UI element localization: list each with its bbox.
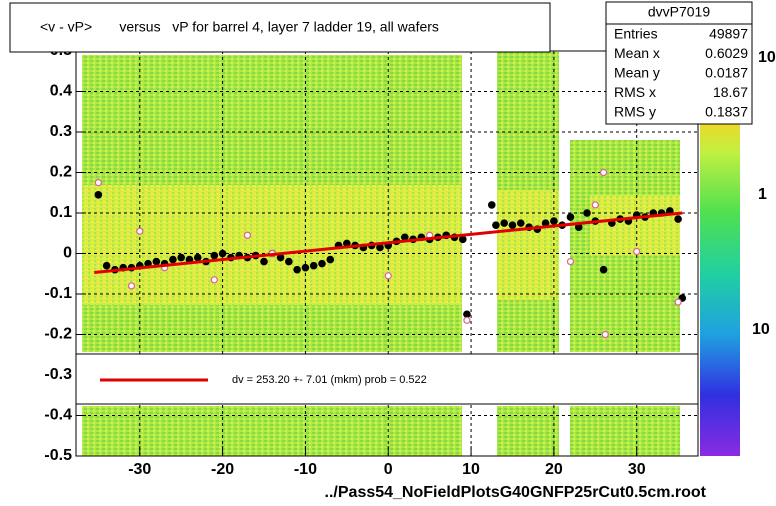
x-tick-label: 10 <box>462 461 480 478</box>
x-tick-label: -10 <box>294 461 317 478</box>
markers <box>94 168 687 339</box>
profile-point <box>566 213 575 221</box>
profile-point <box>260 257 268 266</box>
open-point <box>210 276 218 284</box>
profile-point <box>218 249 227 258</box>
profile-point <box>599 265 608 274</box>
open-point <box>127 282 136 290</box>
profile-point <box>401 233 409 242</box>
y-tick-label: -0.4 <box>44 407 72 424</box>
density-background <box>82 52 680 456</box>
stats-value: 0.0187 <box>705 65 748 81</box>
profile-point <box>508 221 517 229</box>
y-tick-label: 0.1 <box>50 204 72 221</box>
profile-point <box>193 253 202 262</box>
open-point <box>384 272 392 280</box>
profile-point <box>210 251 219 260</box>
stats-label: Mean x <box>614 45 660 61</box>
open-point <box>599 168 608 177</box>
profile-point <box>309 261 318 270</box>
open-point <box>463 316 471 324</box>
y-tick-label: 0.4 <box>50 83 72 100</box>
profile-point <box>583 209 591 217</box>
profile-point <box>458 235 467 244</box>
fit-line <box>94 211 683 275</box>
stats-value: 0.6029 <box>705 45 748 61</box>
profile-point <box>177 253 185 262</box>
profile-point <box>102 261 111 270</box>
y-tick-label: 0.2 <box>50 164 72 181</box>
y-tick-label: -0.1 <box>44 285 72 302</box>
title-box <box>9 2 551 53</box>
legend-text: dv = 253.20 +- 7.01 (mkm) prob = 0.522 <box>232 374 427 386</box>
x-tick-label: 30 <box>628 461 646 478</box>
open-point <box>243 231 252 239</box>
stats-label: RMS x <box>614 84 656 100</box>
profile-point <box>94 190 103 199</box>
profile-point <box>487 201 496 209</box>
axes: -0.5-0.4-0.3-0.2-0.100.10.20.30.40.5-30-… <box>44 42 645 478</box>
open-point <box>136 227 144 235</box>
profile-point <box>500 219 508 227</box>
stats-value: 18.67 <box>713 84 748 100</box>
profile-point <box>152 257 161 266</box>
open-point <box>601 330 609 339</box>
profile-point <box>285 257 293 266</box>
y-tick-label: -0.3 <box>44 366 72 383</box>
open-point <box>633 247 641 256</box>
open-point <box>94 179 102 187</box>
profile-point <box>376 243 384 252</box>
x-tick-label: 20 <box>545 461 563 478</box>
x-tick-label: 0 <box>384 461 393 478</box>
profile-point <box>169 255 177 264</box>
z-label: 1 <box>758 186 767 203</box>
profile-point <box>318 259 326 268</box>
stats-label: RMS y <box>614 104 656 120</box>
profile-point <box>574 223 583 231</box>
profile-point <box>276 253 285 262</box>
profile-point <box>541 219 550 227</box>
stats-label: Entries <box>614 26 658 42</box>
x-tick-label: -30 <box>128 461 151 478</box>
profile-point <box>516 219 525 227</box>
profile-point <box>674 215 682 223</box>
open-point <box>566 258 575 266</box>
stats-box: dvvP7019 Entries 49897 Mean x 0.6029 Mean y 0… <box>605 1 753 125</box>
y-tick-label: 0 <box>63 245 72 262</box>
profile-point <box>301 263 310 272</box>
profile-point <box>326 255 335 264</box>
footer: ../Pass54_NoFieldPlotsG40GNFP25rCut0.5cm… <box>325 484 707 501</box>
y-tick-label: 0.3 <box>50 123 72 140</box>
profile-point <box>492 221 500 229</box>
stats-value: 49897 <box>709 26 748 42</box>
z-label: 10 <box>752 321 770 338</box>
stats-value: 0.1837 <box>705 104 748 120</box>
z-label: 10 <box>758 49 776 66</box>
open-point <box>674 298 682 306</box>
profile-point <box>550 217 558 225</box>
x-tick-label: -20 <box>211 461 234 478</box>
stats-title: dvvP7019 <box>648 4 710 20</box>
stats-label: Mean y <box>614 65 660 81</box>
profile-point <box>463 310 471 319</box>
y-tick-label: -0.2 <box>44 326 72 343</box>
open-point <box>591 201 599 209</box>
y-tick-label: -0.5 <box>44 447 72 464</box>
chart-title: <v - vP> versus vP for barrel 4, layer 7… <box>40 19 439 35</box>
profile-point <box>293 265 301 274</box>
